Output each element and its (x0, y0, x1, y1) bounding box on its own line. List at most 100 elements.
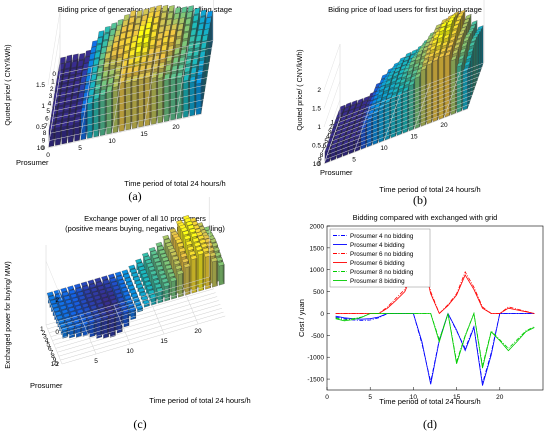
x-tick-label: 10 (380, 145, 388, 152)
bar (119, 76, 126, 132)
legend-entry: Prosumer 8 bidding (350, 278, 405, 285)
bar (142, 299, 150, 308)
bar (112, 80, 119, 134)
y-tick-label: 8 (51, 353, 55, 360)
bar (190, 255, 198, 294)
z-tick-label: 0 (55, 329, 59, 336)
y-tick-label: 6 (48, 345, 52, 352)
x-tick-label: 15 (140, 131, 148, 138)
z-tick-label: 1.5 (312, 106, 321, 113)
panel-c-title-line1: Exchange power of all 10 prosumers (84, 214, 206, 223)
bar (432, 55, 439, 122)
y-tick-label: 7 (321, 147, 325, 154)
legend-entry: Prosumer 6 no bidding (350, 251, 414, 258)
panel-d-xlabel: Time period of total 24 hours/h (379, 397, 480, 406)
x-tick-label: 5 (94, 358, 98, 365)
y-tick-label: 6 (45, 115, 49, 122)
panel-c-title-line2: (positive means buying, negative means s… (65, 224, 225, 233)
panel-a-zlabel: Quoted price/ ( CNY/kWh) (5, 44, 12, 125)
panel-a-bars (48, 4, 213, 148)
series-line (335, 311, 535, 369)
bar (55, 121, 62, 146)
panel-a-ylabel: Prosumer (16, 158, 49, 167)
panel-c-3d-bar-chart: Exchange power of all 10 prosumers (posi… (5, 197, 251, 431)
x-tick-label: 10 (108, 138, 116, 145)
bar (462, 66, 469, 111)
legend-entry: Prosumer 6 bidding (350, 260, 405, 267)
series-line (335, 312, 535, 386)
panel-c-bars (46, 215, 225, 339)
x-tick-label: 20 (194, 328, 202, 335)
y-tick-label: 4 (45, 338, 49, 345)
x-tick-label: 5 (368, 394, 372, 401)
y-tick-label: 2 (329, 124, 333, 131)
legend-entry: Prosumer 4 bidding (350, 242, 405, 249)
y-tick-label: 4 (48, 101, 52, 108)
y-tick-label: 8 (43, 130, 47, 137)
bar (450, 55, 457, 116)
y-tick-label: 1 (331, 120, 335, 127)
y-tick-label: -1500 (307, 377, 324, 384)
panel-c-xlabel: Time period of total 24 hours/h (149, 396, 250, 405)
panel-d-line-chart: Bidding compared with exchanged with gri… (297, 213, 544, 431)
y-tick-label: 1500 (310, 245, 325, 252)
bar (93, 92, 100, 138)
panel-d-title: Bidding compared with exchanged with gri… (353, 213, 498, 222)
z-tick-label: 1 (41, 103, 45, 110)
bar (87, 97, 94, 139)
bar (420, 65, 427, 127)
y-tick-label: 9 (42, 138, 46, 145)
panel-a-3d-bar-chart: Biding price of generation users for fir… (5, 0, 232, 203)
y-tick-label: 5 (324, 138, 328, 145)
bar (342, 139, 349, 157)
panel-b-xlabel: Time period of total 24 hours/h (379, 185, 480, 194)
x-tick-label: 15 (160, 338, 168, 345)
bar (151, 71, 158, 125)
y-tick-label: -500 (311, 333, 324, 340)
y-tick-label: 0 (52, 71, 56, 78)
bar (131, 74, 139, 129)
legend-entry: Prosumer 8 no bidding (350, 269, 414, 276)
bar (189, 76, 196, 117)
caption-a: (a) (128, 189, 141, 203)
z-tick-label: 2 (55, 297, 59, 304)
y-tick-label: 1 (40, 326, 44, 333)
x-tick-label: 10 (126, 348, 134, 355)
caption-b: (b) (413, 193, 427, 207)
bar (106, 85, 113, 135)
x-tick-label: 0 (46, 152, 50, 159)
series-line (335, 255, 535, 315)
y-tick-label: 5 (46, 342, 50, 349)
bar (195, 77, 203, 115)
panel-c-ylabel: Prosumer (30, 381, 63, 390)
y-tick-label: 7 (44, 123, 48, 130)
x-tick-label: 15 (410, 134, 418, 141)
z-tick-label: 2 (317, 87, 321, 94)
z-tick-label: 0.5 (312, 143, 321, 150)
bar (144, 71, 151, 127)
x-tick-label: 20 (172, 124, 180, 131)
y-tick-label: 1 (51, 78, 55, 85)
y-tick-label: -1000 (307, 355, 324, 362)
bar (67, 119, 75, 143)
bar (61, 120, 68, 145)
y-tick-label: 7 (50, 349, 54, 356)
panel-a-xlabel: Time period of total 24 hours/h (124, 179, 225, 188)
bar (390, 93, 397, 139)
bar (217, 261, 225, 286)
bar (197, 250, 204, 292)
x-tick-label: 10 (410, 394, 418, 401)
x-tick-label: 5 (78, 145, 82, 152)
bar (138, 73, 145, 128)
z-tick-label: 1 (317, 124, 321, 131)
x-tick-label: 5 (352, 157, 356, 164)
panel-b-zlabel: Quoted price/ ( CNY/kWh) (297, 49, 304, 130)
y-tick-label: 10 (313, 161, 321, 168)
y-tick-label: 3 (43, 334, 47, 341)
y-tick-label: 0 (320, 311, 324, 318)
panel-d-plot-area: -1500 -1000 -500 0 500 1000 1500 2000 0 5 10 15 20 Pr… (307, 224, 544, 401)
